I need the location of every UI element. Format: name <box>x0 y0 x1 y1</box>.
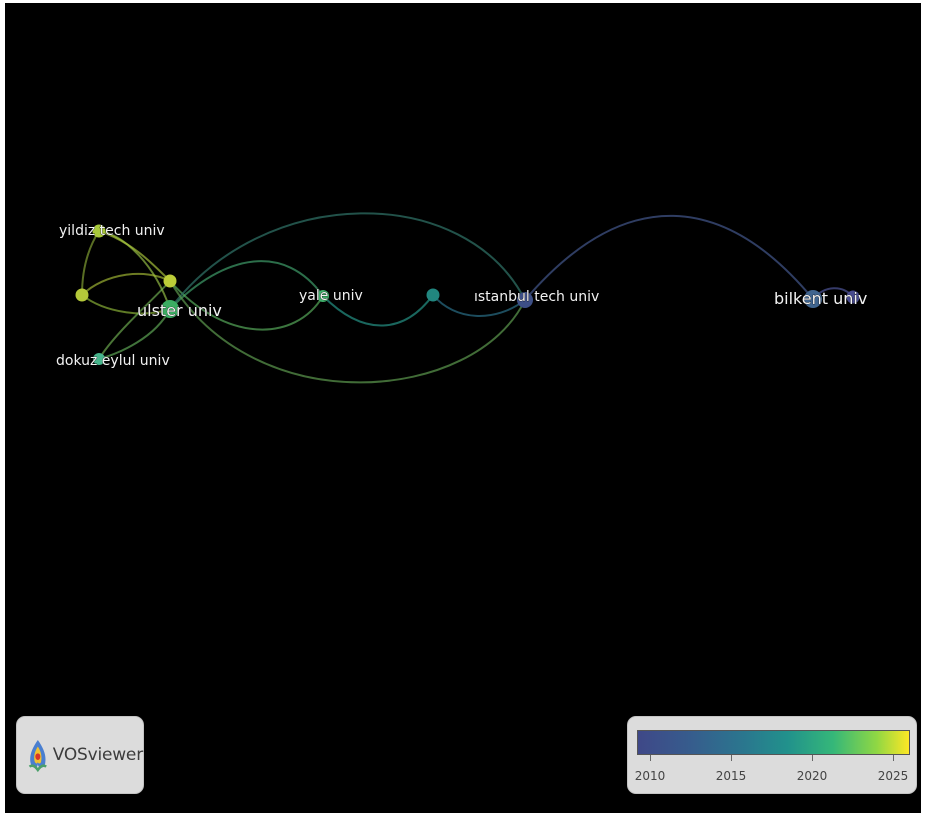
legend-tick-3 <box>893 755 894 761</box>
link-dokuz-ulster <box>98 308 171 360</box>
label-yale: yale univ <box>299 288 363 304</box>
link-yale-middle <box>322 294 434 327</box>
label-layer: yildiz tech univ ulster univ dokuz eylul… <box>56 223 868 370</box>
link-middle-istanbul <box>432 294 526 317</box>
link-istanbul-bilkent <box>524 214 814 301</box>
link-dokuz-upper <box>98 280 171 360</box>
legend-label-2025: 2025 <box>877 769 909 783</box>
label-istanbul: ıstanbul tech univ <box>474 289 599 305</box>
label-yildiz: yildiz tech univ <box>59 223 165 239</box>
link-yildiz-upper <box>98 230 171 282</box>
node-dokuz[interactable] <box>93 353 105 365</box>
legend-label-2015: 2015 <box>715 769 747 783</box>
link-layer <box>81 212 854 384</box>
vosviewer-logo-panel: VOSviewer <box>16 716 144 794</box>
node-istanbul[interactable] <box>517 292 533 308</box>
legend-label-2010: 2010 <box>634 769 666 783</box>
network-map[interactable]: yildiz tech univ ulster univ dokuz eylul… <box>5 3 921 813</box>
label-ulster: ulster univ <box>137 301 222 320</box>
link-ulster-istanbul <box>169 212 526 310</box>
node-ulster[interactable] <box>161 300 179 318</box>
node-bilkent[interactable] <box>804 290 822 308</box>
legend-label-2020: 2020 <box>796 769 828 783</box>
link-upper-istanbul <box>169 280 526 384</box>
legend-tick-2 <box>812 755 813 761</box>
legend-tick-0 <box>650 755 651 761</box>
node-unlabeled-middle[interactable] <box>426 288 440 302</box>
label-bilkent: bilkent univ <box>774 289 867 308</box>
link-upper-yale <box>169 280 324 331</box>
node-yale[interactable] <box>317 290 329 302</box>
node-yildiz[interactable] <box>92 224 106 238</box>
vosviewer-logo-icon <box>28 739 47 773</box>
link-left-upper <box>81 272 171 296</box>
vosviewer-logo-text: VOSviewer <box>52 745 144 765</box>
legend-gradient-bar <box>637 730 910 755</box>
visualization-canvas[interactable]: yildiz tech univ ulster univ dokuz eylul… <box>5 3 921 813</box>
legend-tick-1 <box>731 755 732 761</box>
year-color-legend: 2010 2015 2020 2025 <box>627 716 917 794</box>
node-unlabeled-right[interactable] <box>846 290 860 304</box>
node-unlabeled-left[interactable] <box>75 288 89 302</box>
node-unlabeled-upper[interactable] <box>163 274 177 288</box>
node-layer <box>75 224 860 365</box>
link-ulster-yale <box>169 260 324 310</box>
label-dokuz: dokuz eylul univ <box>56 353 170 369</box>
